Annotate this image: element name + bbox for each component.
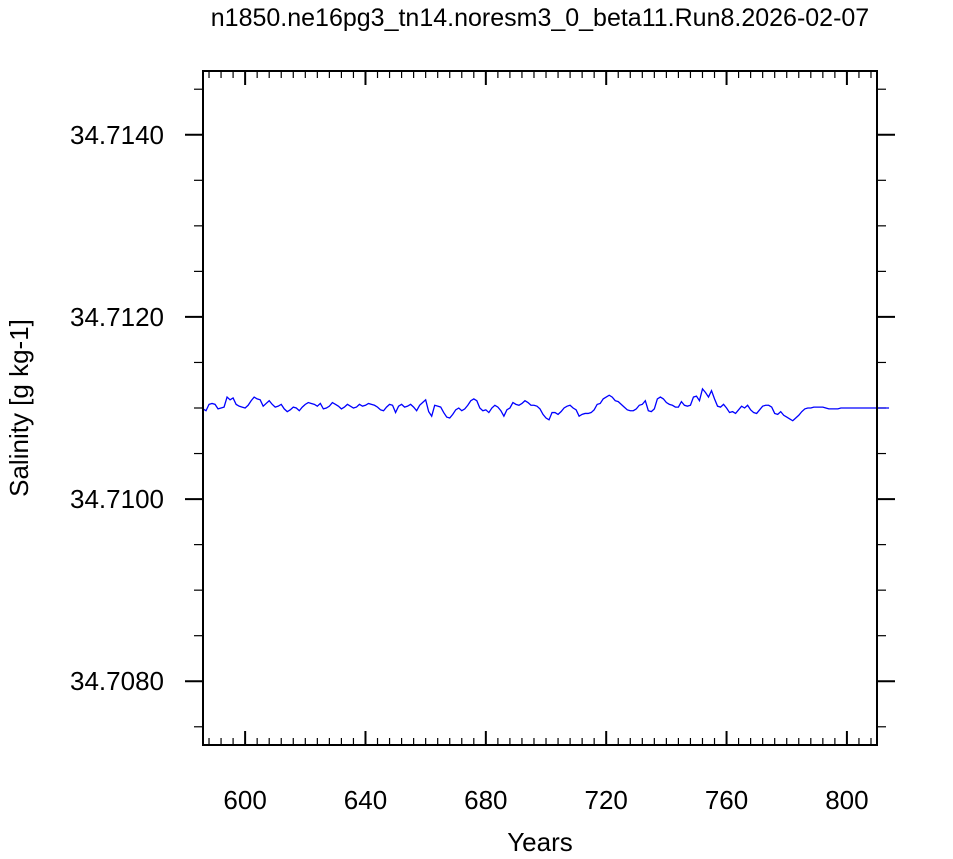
x-tick-label: 720 [585,785,628,815]
x-tick-label: 600 [223,785,266,815]
y-axis-label: Salinity [g kg-1] [4,319,34,497]
axis-ticks [185,71,895,745]
y-tick-label: 34.7140 [70,120,164,150]
y-tick-label: 34.7100 [70,484,164,514]
x-tick-label: 680 [464,785,507,815]
axis-tick-labels: 600 640 680 720 760 800 34.7080 34.7100 34.7120 3… [70,120,869,815]
x-axis-label: Years [507,827,573,857]
salinity-series-line [202,387,890,422]
x-tick-label: 800 [825,785,868,815]
x-tick-label: 640 [344,785,387,815]
plot-frame [202,70,878,746]
y-tick-label: 34.7080 [70,666,164,696]
x-tick-label: 760 [705,785,748,815]
chart-title: n1850.ne16pg3_tn14.noresm3_0_beta11.Run8… [211,4,869,32]
y-tick-label: 34.7120 [70,302,164,332]
